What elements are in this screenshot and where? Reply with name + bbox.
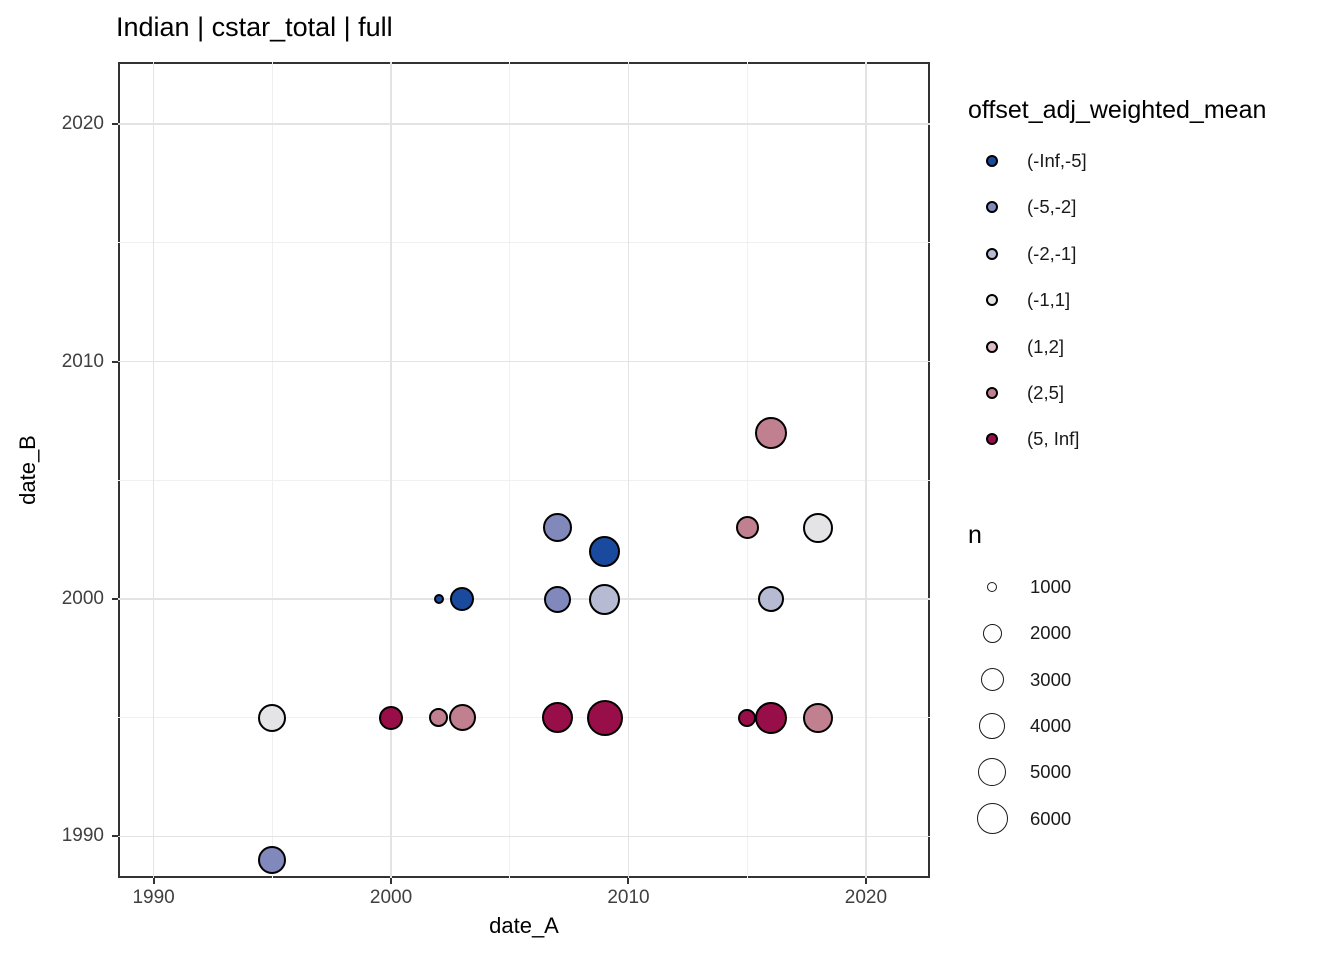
size-legend-circle (977, 757, 1007, 787)
data-point (803, 702, 834, 733)
gridline-x-minor (746, 62, 748, 878)
x-tick-mark (152, 878, 155, 884)
gridline-y-major (118, 835, 930, 838)
data-point (757, 586, 784, 613)
size-legend-label: 5000 (1030, 761, 1072, 783)
x-tick-mark (864, 878, 867, 884)
y-tick-label: 2010 (61, 350, 104, 372)
data-point (738, 708, 757, 727)
data-point (543, 585, 571, 613)
color-legend-label: (-Inf,-5] (1027, 150, 1087, 171)
size-legend-circle (979, 712, 1005, 739)
color-legend-swatch (986, 247, 998, 260)
color-legend-swatch (986, 201, 998, 214)
x-tick-label: 2000 (369, 887, 413, 908)
size-legend-circle (987, 582, 997, 592)
y-tick-mark (112, 598, 118, 601)
size-legend-label: 6000 (1030, 807, 1072, 829)
color-legend-swatch (986, 340, 998, 353)
color-legend-swatch (986, 433, 998, 446)
size-legend-circle (976, 803, 1008, 834)
color-legend-label: (-5,-2] (1027, 196, 1077, 218)
data-point (429, 708, 449, 728)
color-legend-label: (5, Inf] (1027, 428, 1080, 450)
color-legend-label: (-1,1] (1027, 289, 1071, 311)
color-legend-swatch (986, 155, 998, 167)
data-point (450, 587, 475, 612)
color-legend-title: offset_adj_weighted_mean (968, 96, 1267, 124)
x-tick-label: 2020 (844, 887, 888, 908)
color-legend-label: (2,5] (1027, 382, 1065, 403)
plot-panel (118, 62, 930, 878)
x-axis-title: date_A (489, 913, 559, 938)
data-point (379, 705, 404, 730)
data-point (541, 702, 573, 734)
y-tick-label: 2020 (61, 113, 104, 135)
size-legend-label: 2000 (1030, 622, 1072, 644)
gridline-x-major (627, 62, 630, 878)
y-axis-title: date_B (15, 435, 40, 505)
size-legend-label: 3000 (1030, 668, 1072, 690)
data-point (754, 416, 787, 449)
gridline-x-major (152, 62, 155, 878)
x-tick-label: 2010 (607, 887, 650, 908)
data-point (735, 516, 759, 540)
gridline-y-major (118, 123, 930, 125)
size-legend-label: 4000 (1030, 714, 1072, 736)
gridline-y-major (118, 360, 930, 363)
data-point (589, 536, 621, 568)
x-tick-mark (390, 878, 393, 884)
y-tick-mark (112, 123, 118, 126)
y-tick-label: 2000 (61, 588, 104, 610)
color-legend-swatch (986, 387, 998, 399)
data-point (433, 594, 444, 605)
gridline-y-minor (118, 242, 930, 244)
gridline-y-minor (118, 717, 930, 719)
data-point (803, 512, 834, 543)
gridline-x-minor (509, 62, 511, 878)
x-tick-label: 1990 (132, 887, 175, 908)
color-legend-label: (1,2] (1027, 335, 1065, 357)
data-point (258, 846, 287, 875)
plot-title: Indian | cstar_total | full (116, 12, 393, 42)
size-legend-circle (980, 668, 1004, 692)
size-legend-title: n (968, 521, 982, 549)
gridline-y-minor (118, 479, 930, 481)
data-point (589, 583, 621, 615)
x-tick-mark (627, 878, 630, 884)
data-point (448, 704, 476, 732)
size-legend-label: 1000 (1030, 576, 1072, 597)
data-point (542, 513, 572, 543)
color-legend-swatch (986, 294, 998, 307)
gridline-x-major (390, 62, 392, 878)
data-point (754, 701, 787, 734)
y-tick-mark (112, 835, 118, 838)
color-legend-label: (-2,-1] (1027, 242, 1077, 264)
y-tick-mark (112, 360, 118, 363)
y-tick-label: 1990 (61, 825, 104, 847)
data-point (258, 703, 287, 732)
gridline-y-major (118, 598, 930, 600)
data-point (586, 699, 623, 736)
size-legend-circle (982, 623, 1002, 643)
gridline-x-major (865, 62, 867, 878)
gridline-x-minor (271, 62, 273, 878)
